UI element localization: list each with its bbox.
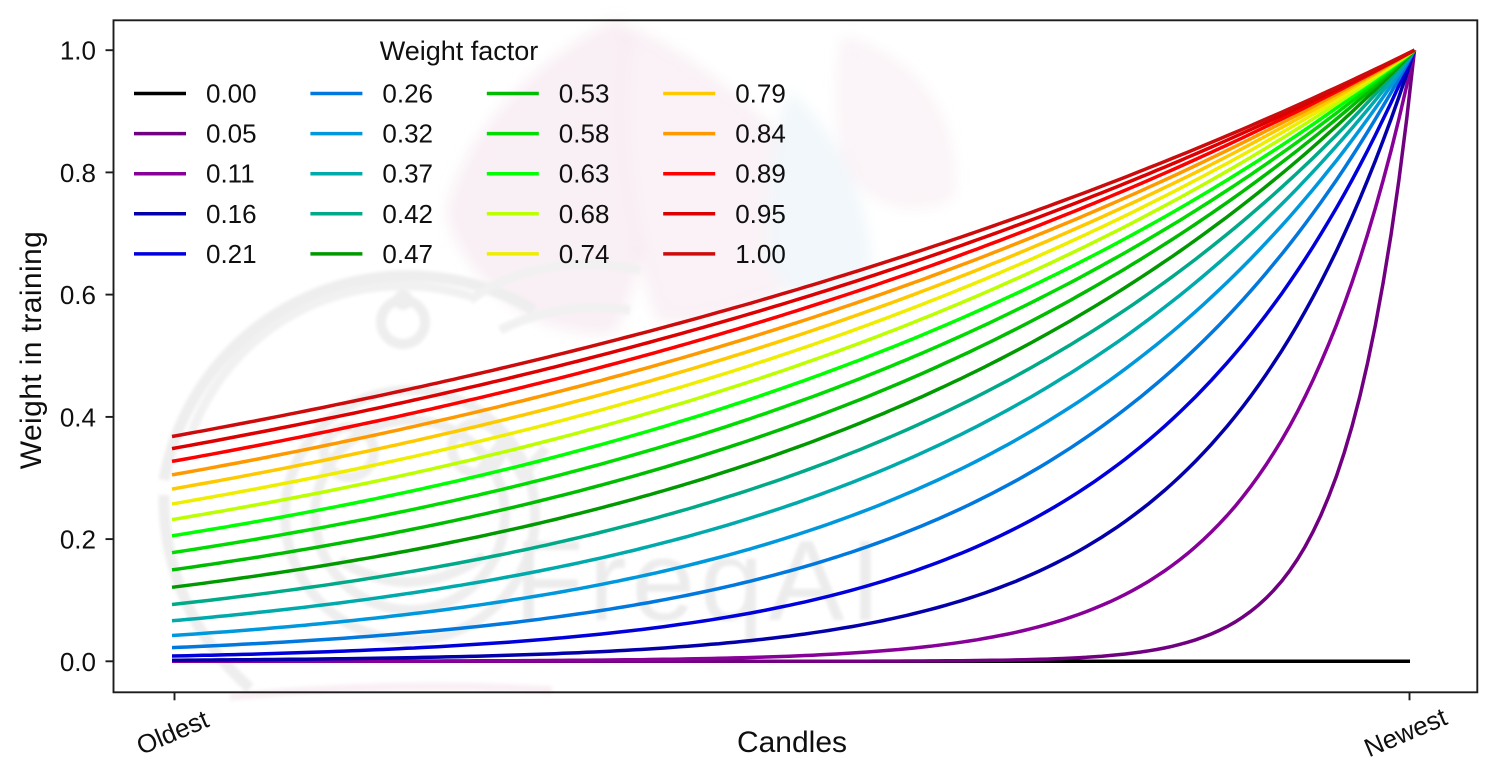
svg-text:0.89: 0.89 xyxy=(735,159,786,189)
svg-text:1.00: 1.00 xyxy=(735,239,786,269)
svg-text:0.63: 0.63 xyxy=(559,159,610,189)
svg-text:0.11: 0.11 xyxy=(206,159,255,189)
svg-text:Weight factor: Weight factor xyxy=(380,36,539,66)
svg-text:0.16: 0.16 xyxy=(206,199,257,229)
svg-text:0.47: 0.47 xyxy=(382,239,433,269)
svg-text:0.26: 0.26 xyxy=(382,79,433,109)
svg-text:1.0: 1.0 xyxy=(60,36,96,66)
svg-text:0.53: 0.53 xyxy=(559,79,610,109)
svg-text:Candles: Candles xyxy=(737,726,847,759)
svg-text:0.6: 0.6 xyxy=(60,280,96,310)
svg-text:0.32: 0.32 xyxy=(382,119,433,149)
svg-text:0.2: 0.2 xyxy=(60,525,96,555)
svg-text:0.05: 0.05 xyxy=(206,119,257,149)
svg-text:FreqAI: FreqAI xyxy=(514,518,886,645)
svg-text:0.8: 0.8 xyxy=(60,158,96,188)
svg-text:Weight in training: Weight in training xyxy=(15,231,48,469)
svg-text:0.00: 0.00 xyxy=(206,79,257,109)
svg-text:0.58: 0.58 xyxy=(559,119,610,149)
svg-text:0.74: 0.74 xyxy=(559,239,610,269)
svg-text:0.21: 0.21 xyxy=(206,239,257,269)
svg-text:0.37: 0.37 xyxy=(382,159,433,189)
svg-text:0.79: 0.79 xyxy=(735,79,786,109)
svg-text:0.95: 0.95 xyxy=(735,199,786,229)
svg-text:0.0: 0.0 xyxy=(60,647,96,677)
svg-text:0.42: 0.42 xyxy=(382,199,433,229)
svg-text:0.68: 0.68 xyxy=(559,199,610,229)
svg-text:0.84: 0.84 xyxy=(735,119,786,149)
svg-text:0.4: 0.4 xyxy=(60,402,96,432)
